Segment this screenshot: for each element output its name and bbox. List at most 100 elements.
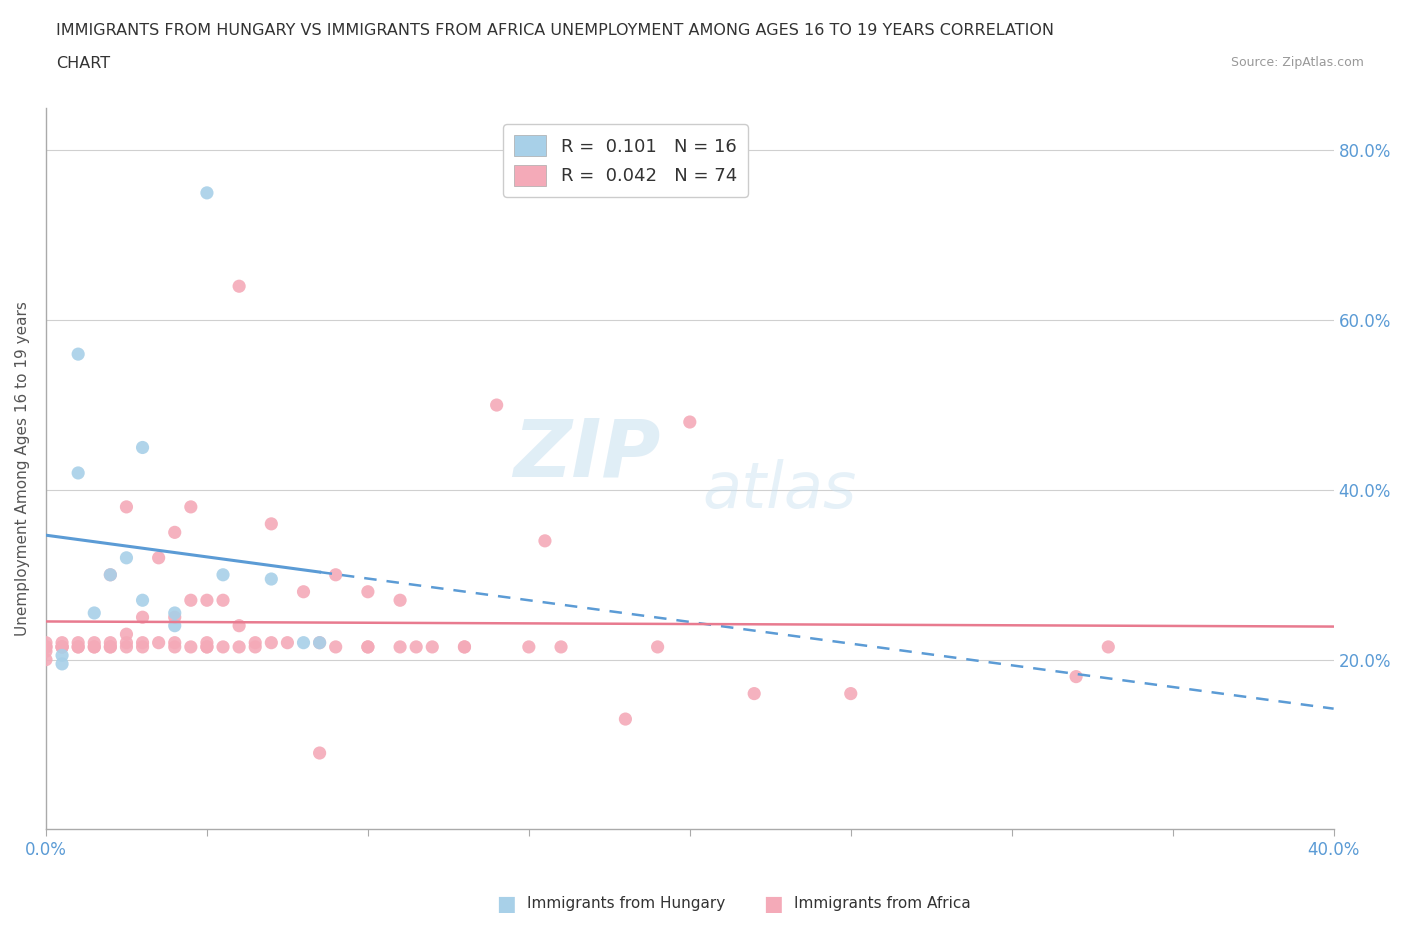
Point xyxy=(357,584,380,599)
Point xyxy=(115,627,138,642)
Point xyxy=(51,640,73,655)
Point xyxy=(212,640,235,655)
Point xyxy=(276,635,298,650)
Text: ZIP: ZIP xyxy=(513,416,661,493)
Point xyxy=(180,499,202,514)
Point xyxy=(51,648,73,663)
Point xyxy=(35,635,58,650)
Point xyxy=(131,635,153,650)
Point xyxy=(534,534,557,549)
Point xyxy=(325,640,347,655)
Point xyxy=(679,415,702,430)
Point xyxy=(228,618,250,633)
Point xyxy=(163,635,186,650)
Point xyxy=(614,711,637,726)
Point xyxy=(83,605,105,620)
Point xyxy=(195,640,218,655)
Point xyxy=(292,584,315,599)
Point xyxy=(67,466,90,481)
Point xyxy=(550,640,572,655)
Text: IMMIGRANTS FROM HUNGARY VS IMMIGRANTS FROM AFRICA UNEMPLOYMENT AMONG AGES 16 TO : IMMIGRANTS FROM HUNGARY VS IMMIGRANTS FR… xyxy=(56,23,1054,38)
Text: CHART: CHART xyxy=(56,56,110,71)
Legend: R =  0.101   N = 16, R =  0.042   N = 74: R = 0.101 N = 16, R = 0.042 N = 74 xyxy=(503,125,748,196)
Point xyxy=(83,635,105,650)
Text: Source: ZipAtlas.com: Source: ZipAtlas.com xyxy=(1230,56,1364,69)
Point xyxy=(647,640,669,655)
Point xyxy=(260,516,283,531)
Point xyxy=(115,640,138,655)
Point xyxy=(389,592,412,607)
Point xyxy=(67,635,90,650)
Text: Immigrants from Africa: Immigrants from Africa xyxy=(794,897,972,911)
Point xyxy=(260,572,283,587)
Point xyxy=(260,635,283,650)
Point xyxy=(148,551,170,565)
Point xyxy=(228,279,250,294)
Point xyxy=(67,640,90,655)
Point xyxy=(35,640,58,655)
Point xyxy=(148,635,170,650)
Point xyxy=(163,640,186,655)
Point xyxy=(357,640,380,655)
Point xyxy=(35,652,58,667)
Point xyxy=(212,567,235,582)
Point xyxy=(485,398,508,413)
Point xyxy=(245,635,267,650)
Point xyxy=(98,567,121,582)
Point xyxy=(245,640,267,655)
Point xyxy=(195,185,218,200)
Point xyxy=(98,567,121,582)
Point xyxy=(163,525,186,539)
Point xyxy=(115,551,138,565)
Point xyxy=(115,635,138,650)
Point xyxy=(357,640,380,655)
Text: ■: ■ xyxy=(763,894,783,914)
Point xyxy=(51,635,73,650)
Point xyxy=(51,640,73,655)
Point xyxy=(292,635,315,650)
Point xyxy=(83,640,105,655)
Point xyxy=(67,347,90,362)
Point xyxy=(1064,670,1087,684)
Point xyxy=(131,440,153,455)
Point xyxy=(308,635,330,650)
Point xyxy=(98,635,121,650)
Point xyxy=(453,640,475,655)
Point xyxy=(35,640,58,655)
Point xyxy=(131,610,153,625)
Point xyxy=(163,618,186,633)
Point xyxy=(83,640,105,655)
Point xyxy=(212,592,235,607)
Point xyxy=(325,567,347,582)
Point xyxy=(131,592,153,607)
Point xyxy=(742,686,765,701)
Point xyxy=(405,640,427,655)
Y-axis label: Unemployment Among Ages 16 to 19 years: Unemployment Among Ages 16 to 19 years xyxy=(15,301,30,636)
Point xyxy=(1097,640,1119,655)
Point xyxy=(115,499,138,514)
Point xyxy=(51,657,73,671)
Text: ■: ■ xyxy=(496,894,516,914)
Point xyxy=(98,640,121,655)
Point xyxy=(308,746,330,761)
Point xyxy=(517,640,540,655)
Point xyxy=(163,610,186,625)
Point xyxy=(67,640,90,655)
Point xyxy=(180,640,202,655)
Text: atlas: atlas xyxy=(703,459,858,522)
Point xyxy=(51,640,73,655)
Point xyxy=(163,605,186,620)
Point xyxy=(839,686,862,701)
Point xyxy=(308,635,330,650)
Point xyxy=(195,640,218,655)
Point xyxy=(131,640,153,655)
Point xyxy=(420,640,443,655)
Point xyxy=(35,644,58,658)
Point xyxy=(180,592,202,607)
Point xyxy=(195,635,218,650)
Text: Immigrants from Hungary: Immigrants from Hungary xyxy=(527,897,725,911)
Point xyxy=(453,640,475,655)
Point xyxy=(98,640,121,655)
Point xyxy=(195,592,218,607)
Point xyxy=(228,640,250,655)
